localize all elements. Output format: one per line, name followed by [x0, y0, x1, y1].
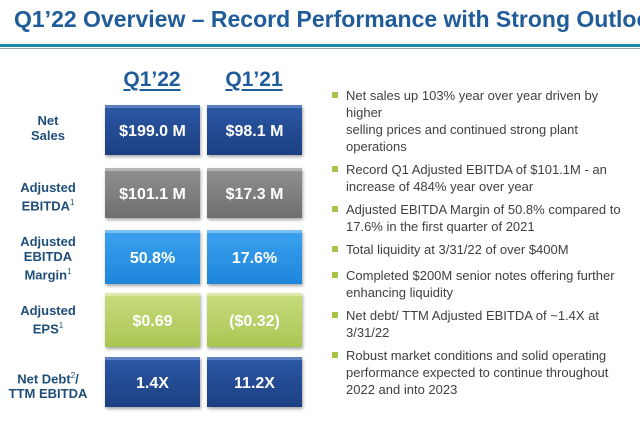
list-item: Robust market conditions and solid opera…	[332, 347, 632, 398]
list-item: Net sales up 103% year over year driven …	[332, 87, 632, 155]
cell-net-sales-q1-22: $199.0 M	[105, 105, 200, 155]
footnote-marker: 1	[58, 321, 64, 330]
bullet-line: Net debt/ TTM Adjusted EBITDA of ~1.4X a…	[346, 308, 600, 323]
row-label-line: Adjusted	[20, 234, 76, 249]
bullet-line: Total liquidity at 3/31/22 of over $400M	[346, 242, 569, 257]
row-label-text: Margin	[24, 267, 68, 283]
highlights-list: Net sales up 103% year over year driven …	[332, 87, 632, 398]
bullet-line: increase of 484% year over year	[346, 179, 534, 194]
bullet-square-icon	[332, 312, 338, 318]
cell-net-debt-q1-21: 11.2X	[207, 357, 302, 407]
row-label-text: Net Debt	[17, 371, 71, 387]
row-label-line: EBITDA1	[0, 195, 96, 213]
row-label-line: EBITDA	[23, 249, 73, 264]
cell-adjusted-ebitda-q1-22: $101.1 M	[105, 168, 200, 218]
row-label-adjusted-ebitda-margin: Adjusted EBITDA Margin1	[0, 234, 96, 282]
row-label-text: EPS	[32, 321, 59, 337]
bullet-square-icon	[332, 206, 338, 212]
bullet-line: 3/31/22	[346, 325, 390, 340]
row-label-text: EBITDA	[21, 198, 70, 214]
row-label-line: Sales	[31, 128, 65, 143]
bullet-line: Net sales up 103% year over year driven …	[346, 88, 599, 120]
list-item: Adjusted EBITDA Margin of 50.8% compared…	[332, 201, 632, 235]
row-label-adjusted-ebitda: Adjusted EBITDA1	[0, 180, 96, 213]
row-label-line: Net	[37, 113, 59, 128]
bullet-square-icon	[332, 92, 338, 98]
list-item: Total liquidity at 3/31/22 of over $400M	[332, 241, 632, 258]
bullet-line: Adjusted EBITDA Margin of 50.8% compared…	[346, 202, 621, 217]
cell-net-debt-q1-22: 1.4X	[105, 357, 200, 407]
footnote-marker: 1	[69, 198, 75, 207]
column-header-q1-21: Q1’21	[225, 68, 283, 91]
list-item: Completed $200M senior notes offering fu…	[332, 267, 632, 301]
row-label-line: Adjusted	[20, 303, 76, 318]
bullet-line: performance expected to continue through…	[346, 365, 609, 380]
bullet-line: Robust market conditions and solid opera…	[346, 348, 607, 363]
row-label-adjusted-eps: Adjusted EPS1	[0, 303, 96, 336]
page-title: Q1’22 Overview – Record Performance with…	[14, 6, 640, 32]
row-label-net-sales: Net Sales	[0, 113, 96, 143]
row-label-line: Net Debt2/	[17, 371, 79, 387]
cell-net-sales-q1-21: $98.1 M	[207, 105, 302, 155]
list-item: Net debt/ TTM Adjusted EBITDA of ~1.4X a…	[332, 307, 632, 341]
bullet-line: selling prices and continued strong plan…	[346, 122, 578, 137]
cell-adjusted-ebitda-margin-q1-22: 50.8%	[105, 230, 200, 284]
bullet-line: 17.6% in the first quarter of 2021	[346, 219, 535, 234]
bullet-line: Completed $200M senior notes offering fu…	[346, 268, 615, 283]
list-item: Record Q1 Adjusted EBITDA of $101.1M - a…	[332, 161, 632, 195]
row-label-line: Adjusted	[20, 180, 76, 195]
bullet-line: operations	[346, 139, 407, 154]
bullet-line: Record Q1 Adjusted EBITDA of $101.1M - a…	[346, 162, 607, 177]
footnote-marker: 1	[67, 267, 72, 276]
row-label-line: TTM EBITDA	[8, 386, 88, 402]
row-label-net-debt-ttm-ebitda: Net Debt2/ TTM EBITDA	[0, 368, 96, 401]
cell-adjusted-eps-q1-22: $0.69	[105, 293, 200, 347]
row-label-line: EPS1	[0, 318, 96, 336]
bullet-square-icon	[332, 272, 338, 278]
row-label-line: Margin1	[0, 264, 96, 282]
cell-adjusted-ebitda-q1-21: $17.3 M	[207, 168, 302, 218]
bullet-square-icon	[332, 352, 338, 358]
cell-adjusted-eps-q1-21: ($0.32)	[207, 293, 302, 347]
bullet-square-icon	[332, 166, 338, 172]
bullet-line: enhancing liquidity	[346, 285, 453, 300]
bullet-square-icon	[332, 246, 338, 252]
title-divider	[0, 44, 640, 47]
bullet-line: 2022 and into 2023	[346, 382, 458, 397]
cell-adjusted-ebitda-margin-q1-21: 17.6%	[207, 230, 302, 284]
title-divider-thin	[0, 48, 640, 49]
column-header-q1-22: Q1’22	[123, 68, 181, 91]
footnote-marker: 2	[70, 371, 76, 380]
